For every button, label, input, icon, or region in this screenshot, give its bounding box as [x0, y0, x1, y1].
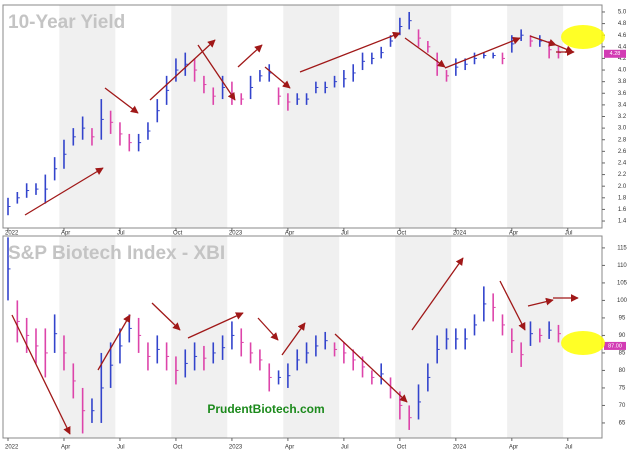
period-shade	[59, 236, 116, 438]
x-tick-label: Oct	[173, 445, 183, 451]
trend-arrow	[529, 35, 557, 47]
period-shade	[283, 5, 340, 228]
x-tick-label: Jul	[341, 445, 349, 451]
last-value-tag	[604, 49, 626, 58]
trend-arrow	[149, 39, 216, 101]
y-tick-label: 1.8	[618, 195, 627, 201]
x-tick-label: Apr	[509, 445, 518, 451]
x-tick-label: Apr	[61, 445, 70, 451]
x-tick-label: Jul	[117, 231, 125, 237]
trend-arrow	[197, 44, 236, 101]
trend-arrow	[24, 167, 104, 216]
trend-arrow	[97, 314, 131, 371]
trend-arrow	[281, 322, 306, 356]
trend-arrow	[334, 333, 408, 403]
y-tick-label: 3.2	[618, 114, 627, 120]
highlight-ellipse	[561, 25, 605, 49]
y-tick-label: 3.8	[618, 79, 627, 85]
x-tick-label: Apr	[61, 231, 70, 237]
trend-arrow	[499, 280, 526, 331]
y-tick-label: 65	[619, 421, 626, 427]
trend-arrow	[151, 302, 181, 331]
trend-arrow	[11, 314, 71, 435]
x-tick-label: Jul	[341, 231, 349, 237]
x-tick-label: Jul	[565, 445, 573, 451]
y-tick-label: 110	[617, 263, 627, 269]
x-tick-label: 2022	[5, 231, 19, 237]
y-tick-label: 3.0	[618, 126, 627, 132]
trend-arrow	[264, 66, 291, 89]
y-tick-label: 4.0	[618, 68, 627, 74]
y-tick-label: 4.6	[618, 33, 627, 39]
trend-arrow	[104, 87, 139, 114]
period-shade	[507, 236, 564, 438]
y-tick-label: 85	[619, 351, 626, 357]
y-tick-label: 2.6	[618, 149, 627, 155]
trend-arrow	[237, 44, 263, 68]
panel-title: 10-Year Yield	[8, 12, 125, 33]
y-tick-label: 80	[619, 368, 626, 374]
y-tick-label: 75	[619, 386, 626, 392]
trend-arrow	[411, 257, 464, 331]
y-tick-label: 100	[617, 298, 628, 304]
x-tick-label: Jul	[117, 445, 125, 451]
period-shade	[395, 236, 452, 438]
x-tick-label: Jul	[565, 231, 573, 237]
trend-arrow	[257, 317, 279, 341]
y-tick-label: 2.0	[618, 184, 627, 190]
x-tick-label: Apr	[285, 231, 294, 237]
period-shade	[171, 5, 228, 228]
y-tick-label: 4.8	[618, 21, 627, 27]
y-tick-label: 3.4	[618, 102, 627, 108]
last-value-tag	[604, 341, 626, 350]
period-shade	[283, 236, 340, 438]
y-tick-label: 115	[617, 245, 627, 251]
watermark: PrudentBiotech.com	[207, 402, 324, 416]
y-tick-label: 2.8	[618, 137, 627, 143]
y-tick-label: 4.2	[618, 56, 627, 62]
trend-arrow	[527, 297, 554, 307]
y-tick-label: 2.2	[618, 172, 627, 178]
y-tick-label: 105	[617, 280, 628, 286]
x-tick-label: 2022	[5, 445, 19, 451]
trend-arrow	[299, 31, 401, 73]
trend-arrow	[187, 312, 244, 339]
y-tick-label: 3.6	[618, 91, 627, 97]
period-shade	[171, 236, 228, 438]
highlight-ellipse	[561, 331, 605, 355]
x-tick-label: 2023	[229, 445, 243, 451]
last-value-label: 4.28	[610, 51, 621, 57]
x-tick-label: 2024	[453, 445, 467, 451]
y-tick-label: 1.4	[618, 219, 627, 225]
x-tick-label: Apr	[285, 445, 294, 451]
y-tick-label: 4.4	[618, 44, 627, 50]
x-tick-label: Oct	[397, 445, 407, 451]
x-tick-label: 2024	[453, 231, 467, 237]
y-tick-label: 1.6	[618, 207, 627, 213]
panel-title: S&P Biotech Index - XBI	[8, 243, 225, 264]
y-tick-label: 2.4	[618, 161, 627, 167]
period-shade	[59, 5, 116, 228]
y-tick-label: 95	[619, 315, 626, 321]
trend-arrow	[404, 37, 446, 68]
trend-arrow	[444, 36, 521, 69]
period-shade	[395, 5, 452, 228]
last-value-label: 87.00	[608, 343, 622, 349]
y-tick-label: 90	[619, 333, 626, 339]
x-tick-label: 2023	[229, 231, 243, 237]
y-tick-label: 5.0	[618, 10, 627, 16]
y-tick-label: 70	[619, 403, 626, 409]
x-tick-label: Oct	[397, 231, 407, 237]
x-tick-label: Oct	[173, 231, 183, 237]
x-tick-label: Apr	[509, 231, 518, 237]
